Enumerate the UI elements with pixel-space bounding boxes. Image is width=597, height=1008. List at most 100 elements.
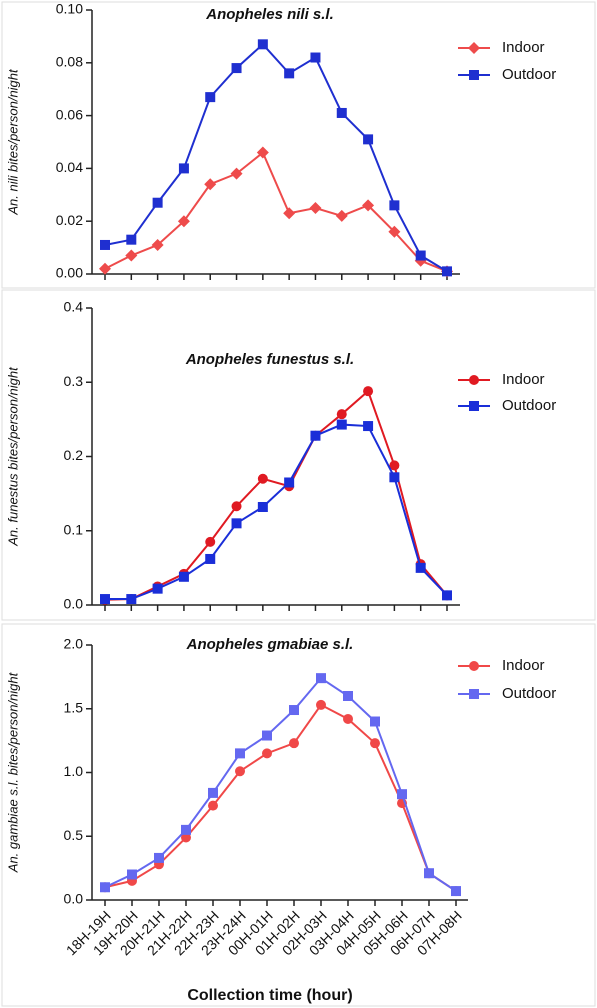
point [257, 473, 268, 484]
y-tick-label: 0.2 [64, 447, 84, 463]
y-tick-label: 0.10 [56, 1, 83, 17]
point [125, 249, 138, 262]
point [316, 673, 326, 684]
y-tick-label: 2.0 [64, 636, 84, 652]
y-axis-label: An. gambiae s.l. bites/person/night [5, 671, 20, 873]
series-line [104, 42, 448, 273]
point [235, 766, 245, 777]
point [230, 167, 243, 180]
chart-title: Anopheles gmabiae s.l. [186, 636, 354, 653]
y-tick-label: 0.4 [64, 299, 84, 315]
point [442, 590, 452, 601]
point [127, 869, 137, 880]
y-tick-label: 0.08 [56, 54, 83, 70]
y-tick-label: 0.0 [64, 891, 84, 907]
point [126, 234, 137, 245]
point [257, 501, 268, 512]
point [100, 239, 110, 250]
legend-marker [469, 661, 479, 671]
y-tick-label: 0.0 [64, 596, 84, 612]
y-tick-label: 0.06 [56, 106, 83, 122]
legend-label: Indoor [502, 371, 545, 388]
point [289, 738, 299, 749]
legend-marker [469, 70, 479, 80]
point [231, 501, 242, 512]
point [310, 52, 321, 63]
point [126, 594, 137, 605]
point [99, 262, 111, 275]
point [152, 197, 163, 208]
point [208, 800, 218, 811]
point [363, 421, 374, 432]
legend-marker [469, 375, 479, 385]
point [424, 868, 434, 879]
y-tick-label: 0.5 [64, 827, 84, 843]
point [336, 419, 347, 430]
point [335, 209, 348, 222]
point [231, 518, 242, 529]
point [235, 748, 245, 759]
point [316, 699, 326, 710]
legend-marker [468, 42, 480, 54]
y-axis-label: An. funestus bites/person/night [5, 366, 20, 547]
point [178, 163, 189, 174]
point [284, 477, 295, 488]
chart-title: Anopheles nili s.l. [205, 6, 334, 23]
legend-marker [469, 689, 479, 699]
point [442, 266, 452, 277]
point [204, 178, 217, 191]
legend-label: Outdoor [502, 66, 556, 83]
y-axis-label: An. nili bites/person/night [5, 68, 20, 216]
point [154, 852, 164, 863]
chart-title: Anopheles funestus s.l. [185, 351, 354, 368]
legend-label: Indoor [502, 657, 545, 674]
point [208, 787, 218, 798]
point [100, 594, 110, 605]
x-axis-label: Collection time (hour) [187, 987, 352, 1004]
y-tick-label: 0.3 [64, 373, 84, 389]
y-tick-label: 1.5 [64, 699, 84, 715]
point [362, 199, 375, 212]
point [336, 107, 347, 118]
point [370, 738, 380, 749]
series-line [104, 150, 448, 273]
point [205, 536, 216, 547]
point [343, 713, 353, 724]
point [389, 200, 400, 211]
panel-frame [1, 1, 596, 289]
point [389, 472, 400, 483]
point [181, 832, 191, 843]
legend-marker [469, 401, 479, 411]
point [205, 553, 216, 564]
point [388, 225, 401, 238]
point [256, 146, 269, 159]
series-line [105, 423, 448, 601]
point [397, 789, 407, 800]
point [262, 748, 272, 759]
panel-frame [1, 623, 596, 1007]
legend-label: Outdoor [502, 397, 556, 414]
point [205, 92, 216, 103]
point [310, 430, 321, 441]
legend-label: Indoor [502, 39, 545, 56]
point [414, 254, 427, 267]
point [415, 250, 426, 261]
point [152, 583, 163, 594]
point [178, 571, 189, 582]
y-tick-label: 0.00 [56, 265, 83, 281]
point [451, 886, 461, 897]
point [151, 238, 164, 251]
point [309, 202, 322, 214]
y-tick-label: 0.04 [56, 159, 83, 175]
point [283, 207, 296, 220]
point [343, 691, 353, 701]
point [284, 68, 295, 79]
point [336, 409, 347, 420]
point [363, 134, 374, 145]
point [363, 386, 374, 397]
y-tick-label: 0.02 [56, 212, 83, 228]
point [415, 562, 426, 573]
point [100, 882, 110, 893]
point [289, 705, 299, 716]
